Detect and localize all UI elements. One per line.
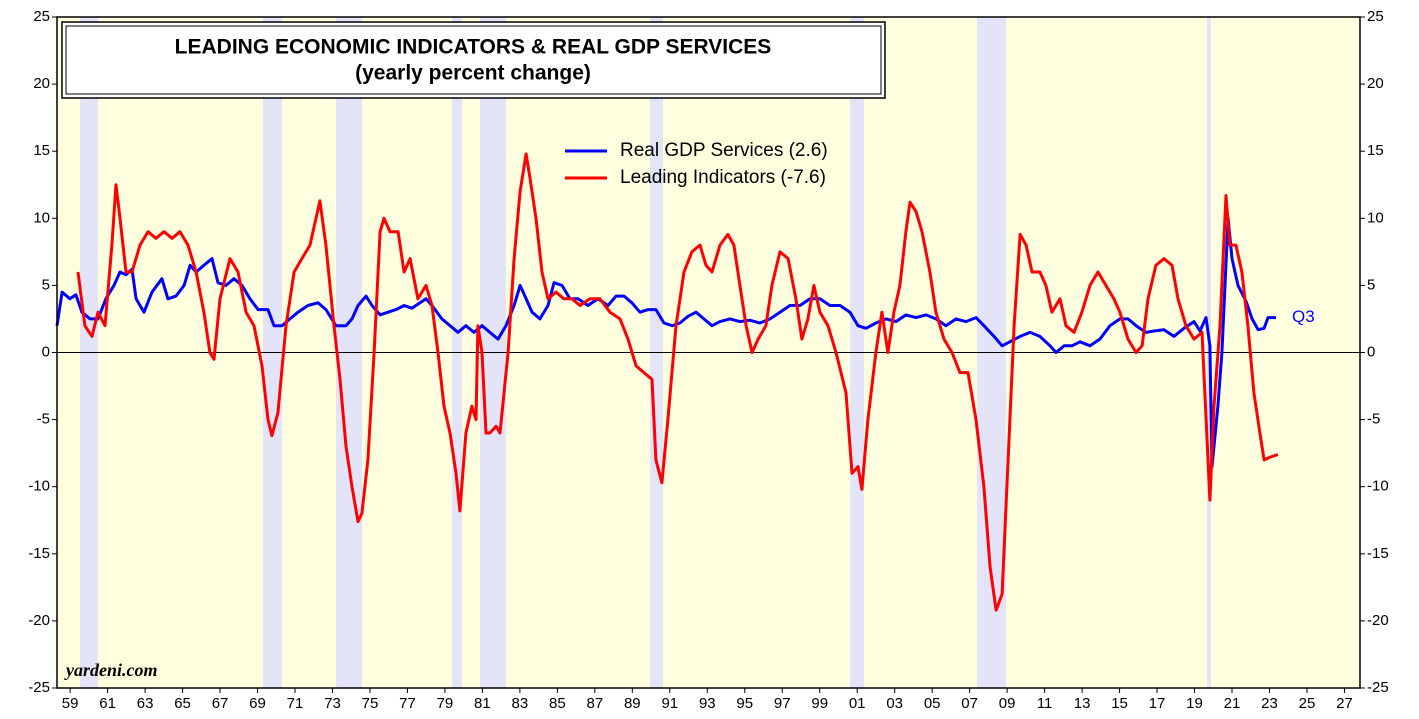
y-tick-label: -10 <box>28 478 50 495</box>
y-tick-label: -20 <box>28 612 50 629</box>
legend-label: Real GDP Services (2.6) <box>620 140 828 161</box>
lines-group <box>55 152 1279 612</box>
y-tick-label: 5 <box>42 276 50 293</box>
plot-background-group <box>57 17 1360 688</box>
title-box <box>61 21 886 99</box>
x-tick-label: 23 <box>1261 695 1278 712</box>
title-box-inner <box>65 25 882 95</box>
x-tick-label: 91 <box>661 695 678 712</box>
y2-tick-label: -10 <box>1367 478 1389 495</box>
y2-tick-label: 5 <box>1367 276 1375 293</box>
y-tick-label: 10 <box>33 209 50 226</box>
x-tick-label: 85 <box>549 695 566 712</box>
series-line <box>55 216 1276 469</box>
y2-tick-label: -20 <box>1367 612 1389 629</box>
y-tick-label: 0 <box>42 343 50 360</box>
x-tick-label: 15 <box>1111 695 1128 712</box>
x-tick-label: 83 <box>512 695 529 712</box>
x-tick-label: 65 <box>174 695 191 712</box>
x-tick-label: 79 <box>437 695 454 712</box>
y2-tick-label: -15 <box>1367 545 1389 562</box>
source-label: yardeni.com <box>64 660 158 680</box>
x-tick-label: 93 <box>699 695 716 712</box>
y-tick-label: -5 <box>37 411 50 428</box>
x-tick-label: 69 <box>249 695 266 712</box>
x-tick-label: 75 <box>362 695 379 712</box>
x-tick-label: 19 <box>1186 695 1203 712</box>
chart-title: LEADING ECONOMIC INDICATORS & REAL GDP S… <box>175 36 772 59</box>
y-tick-label: 20 <box>33 75 50 92</box>
x-tick-label: 89 <box>624 695 641 712</box>
x-tick-label: 77 <box>399 695 416 712</box>
x-tick-label: 95 <box>736 695 753 712</box>
x-tick-label: 67 <box>212 695 229 712</box>
x-tick-label: 59 <box>62 695 79 712</box>
y2-tick-label: 10 <box>1367 209 1384 226</box>
y-tick-label: -15 <box>28 545 50 562</box>
x-tick-label: 99 <box>811 695 828 712</box>
y2-tick-label: 15 <box>1367 142 1384 159</box>
y-tick-label: 15 <box>33 142 50 159</box>
x-tick-label: 13 <box>1074 695 1091 712</box>
y-tick-label: -25 <box>28 679 50 696</box>
y2-tick-label: 25 <box>1367 8 1384 25</box>
x-tick-label: 09 <box>999 695 1016 712</box>
chart-subtitle: (yearly percent change) <box>355 62 591 85</box>
x-tick-label: 71 <box>287 695 304 712</box>
x-tick-label: 21 <box>1224 695 1241 712</box>
y2-tick-label: 20 <box>1367 75 1384 92</box>
y2-tick-label: 0 <box>1367 343 1375 360</box>
x-tick-label: 25 <box>1299 695 1316 712</box>
x-tick-label: 97 <box>774 695 791 712</box>
x-tick-label: 73 <box>324 695 341 712</box>
y-tick-label: 25 <box>33 8 50 25</box>
y2-tick-label: -5 <box>1367 411 1380 428</box>
x-tick-label: 87 <box>586 695 603 712</box>
x-tick-label: 63 <box>137 695 154 712</box>
x-tick-label: 81 <box>474 695 491 712</box>
y2-tick-label: -25 <box>1367 679 1389 696</box>
series-line <box>76 152 1279 612</box>
x-tick-label: 11 <box>1037 695 1053 712</box>
x-tick-label: 27 <box>1336 695 1353 712</box>
x-tick-label: 03 <box>886 695 903 712</box>
annotation: Q3 <box>1292 307 1315 326</box>
x-tick-label: 05 <box>924 695 941 712</box>
x-tick-label: 01 <box>849 695 866 712</box>
x-tick-label: 17 <box>1149 695 1166 712</box>
x-tick-label: 61 <box>99 695 116 712</box>
legend-label: Leading Indicators (-7.6) <box>620 167 826 188</box>
x-tick-label: 07 <box>961 695 978 712</box>
